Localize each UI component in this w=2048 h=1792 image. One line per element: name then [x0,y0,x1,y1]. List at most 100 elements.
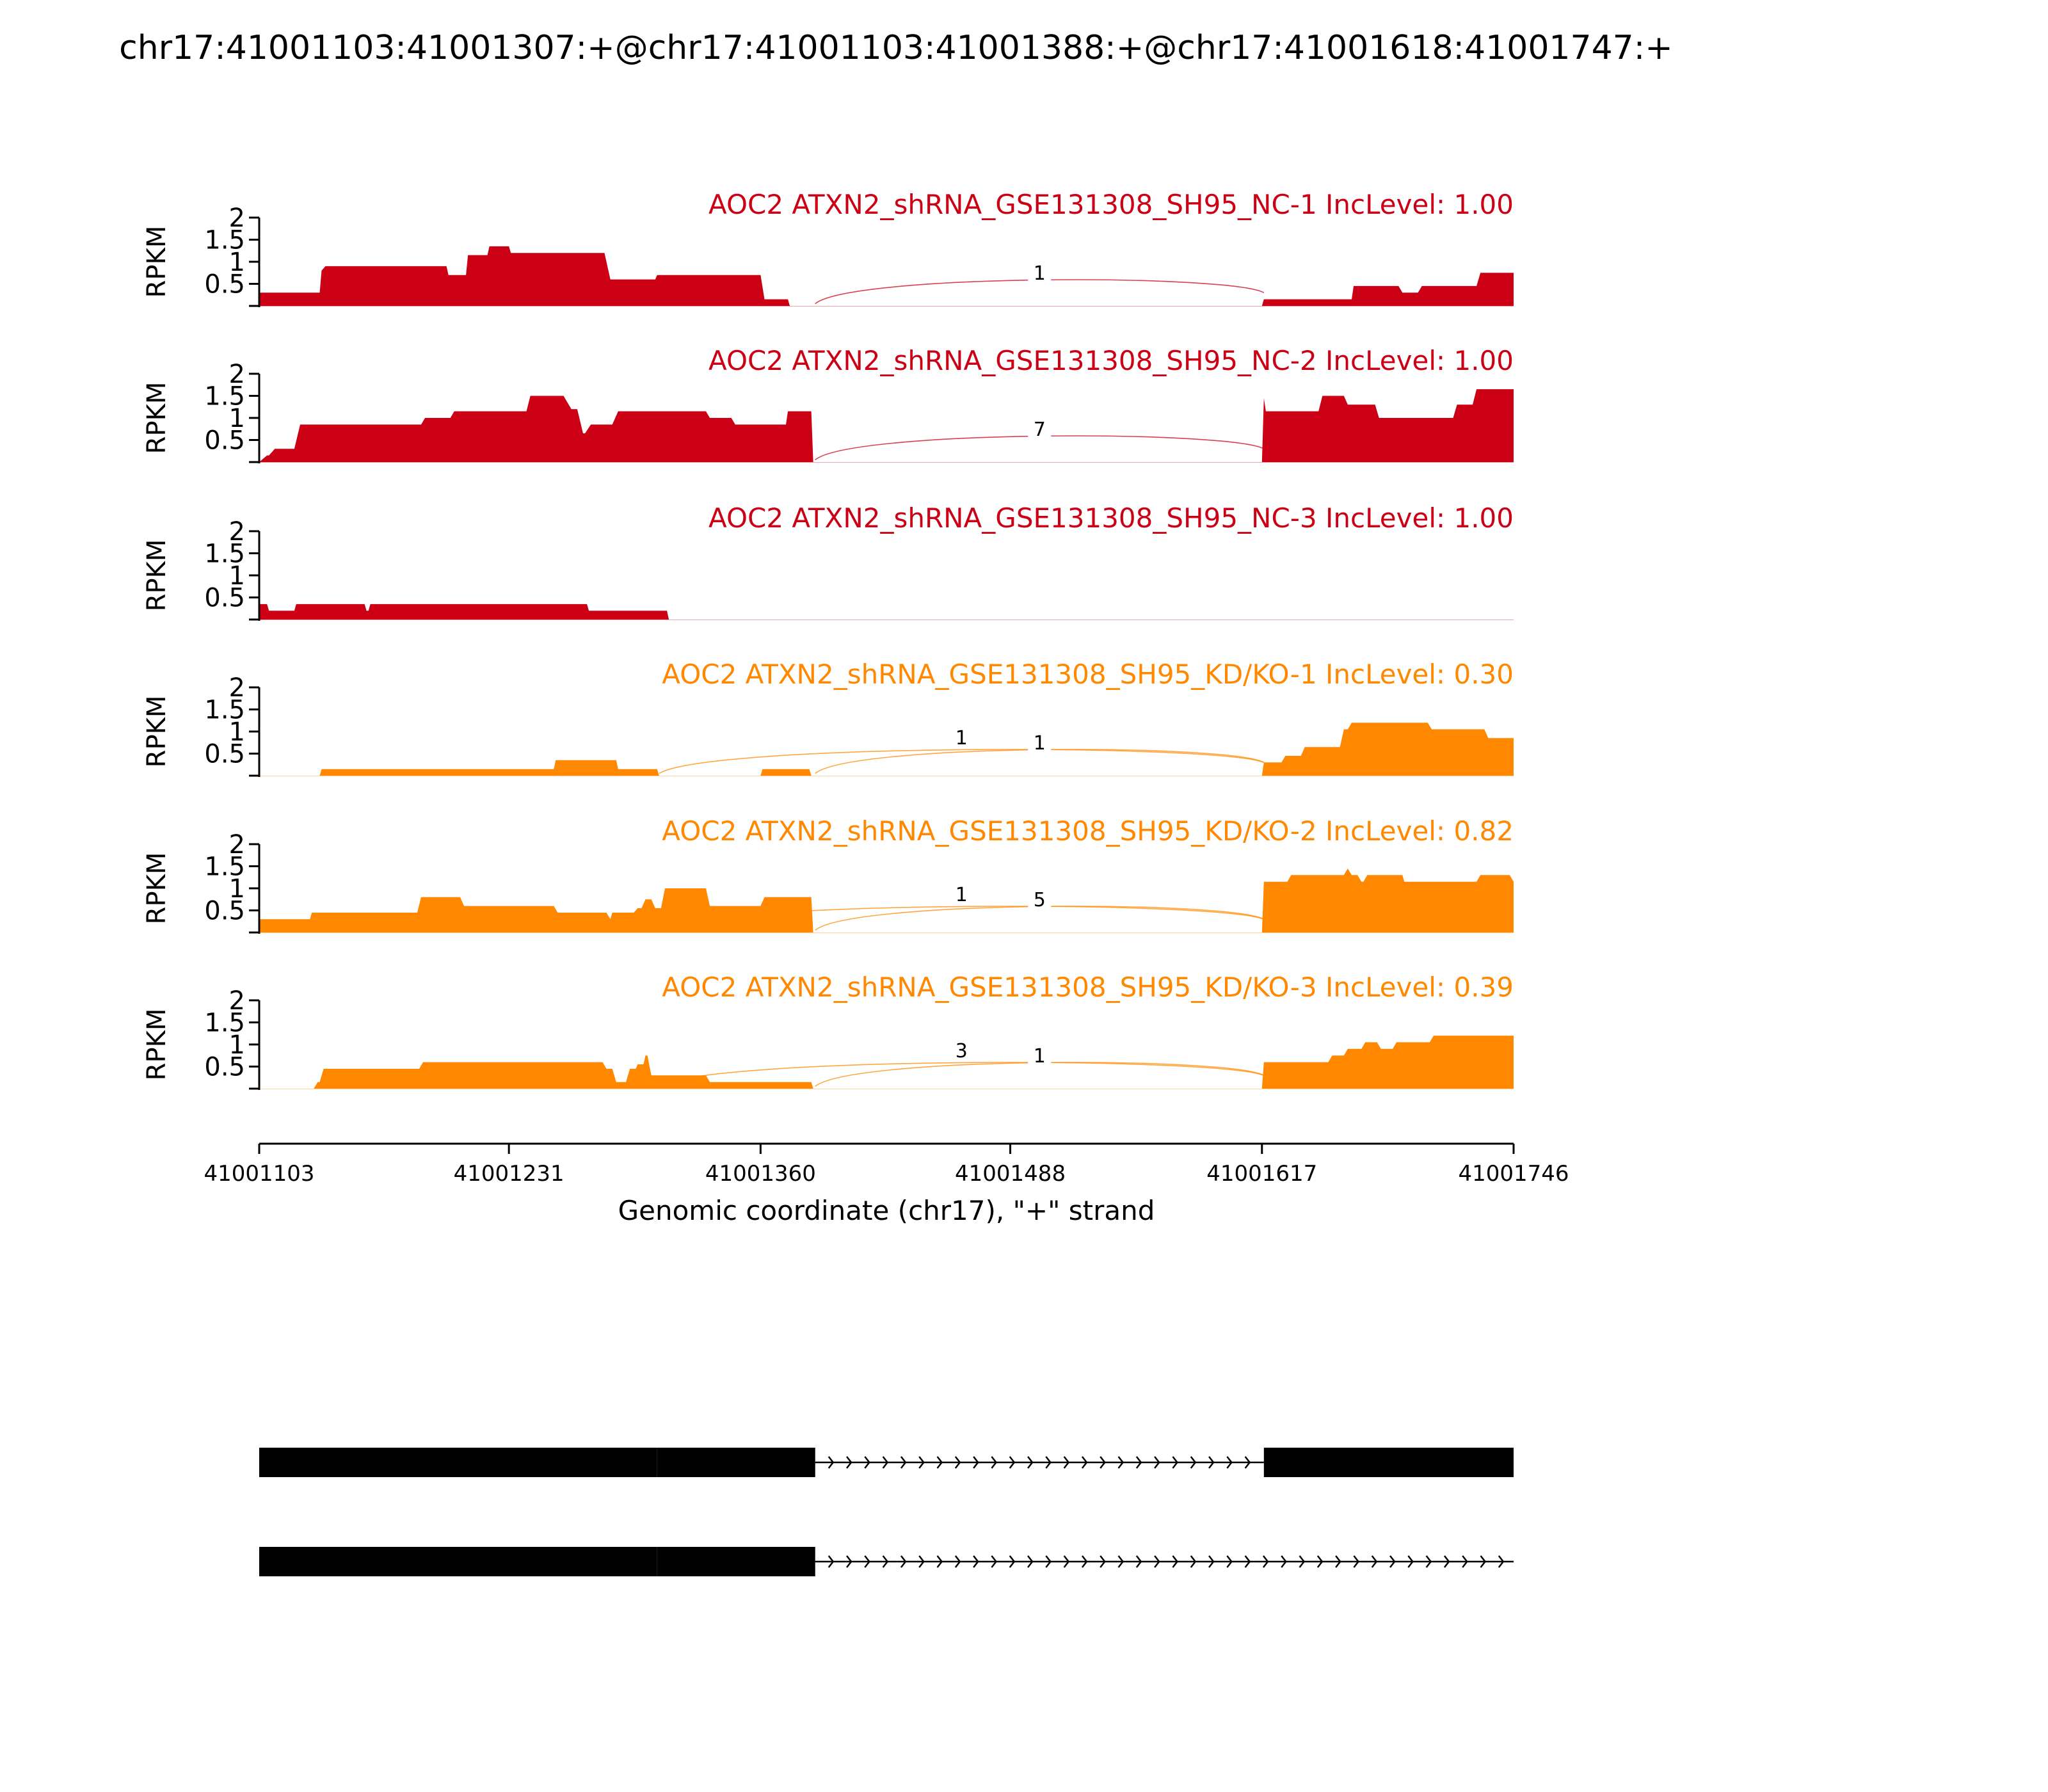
strand-arrow [954,1555,961,1568]
strand-arrow [1244,1555,1251,1568]
strand-arrow [936,1555,943,1568]
strand-arrow [1480,1555,1487,1568]
y-tick-label: 1 [229,874,245,904]
y-axis-label: RPKM [142,1009,172,1081]
strand-arrow [1081,1555,1088,1568]
y-tick-label: 1 [229,1030,245,1060]
y-tick-label: 1 [229,248,245,277]
exon-block [657,1448,815,1477]
y-tick-label: 1.5 [204,1009,245,1038]
strand-arrow [1154,1555,1160,1568]
strand-arrow [1353,1555,1360,1568]
junction-label-bg [1028,1047,1052,1067]
strand-arrow [882,1555,889,1568]
strand-arrow [1407,1555,1414,1568]
coverage-area [259,389,1514,462]
strand-arrow [1135,1555,1142,1568]
junction-count: 1 [1034,1045,1046,1068]
strand-arrow [1208,1555,1215,1568]
strand-arrow [1316,1555,1324,1568]
track-title: AOC2 ATXN2_shRNA_GSE131308_SH95_KD/KO-1 … [662,659,1514,690]
junction-label-bg [1028,734,1052,754]
genomic-x-axis: 41001103 41001231 41001360 41001488 41001617… [204,1142,1569,1187]
y-tick-label: 1.5 [204,226,245,255]
x-tick-label: 41001746 [1458,1161,1569,1187]
strand-arrow [882,1456,889,1469]
junction-label-bg [1028,264,1052,284]
junction-label-bg [950,886,973,906]
strand-arrow [1154,1456,1160,1469]
strand-arrow [918,1456,925,1469]
y-axis-label: RPKM [142,540,172,612]
y-tick-label: 0.5 [204,584,245,613]
track-title: AOC2 ATXN2_shRNA_GSE131308_SH95_NC-1 Inc… [708,189,1514,220]
strand-arrow [973,1555,979,1568]
strand-arrow [954,1456,961,1469]
strand-arrow [1172,1555,1179,1568]
y-tick-label: 2 [229,986,245,1016]
strand-arrow [1045,1555,1052,1568]
exon-block [259,1448,657,1477]
strand-arrow [1443,1555,1450,1568]
y-tick-label: 1 [229,561,245,591]
y-tick-label: 2 [229,360,245,389]
strand-arrow [846,1555,852,1568]
track-title: AOC2 ATXN2_shRNA_GSE131308_SH95_KD/KO-2 … [662,815,1514,847]
junction-arc [659,906,1265,931]
x-tick-label: 41001488 [955,1161,1066,1187]
y-tick-label: 1.5 [204,540,245,569]
junction-count: 5 [1034,889,1046,911]
junction-count: 7 [1034,419,1046,441]
y-tick-label: 0.5 [204,426,245,456]
junction-count: 1 [1034,262,1046,285]
coverage-area [259,1036,1514,1089]
isoform [259,1547,1514,1576]
strand-arrow [1100,1555,1106,1568]
strand-arrow [1389,1555,1396,1568]
exon-block [259,1547,657,1576]
strand-arrow [918,1555,925,1568]
junction-count: 1 [956,884,968,906]
strand-arrow [864,1456,870,1469]
junction-count: 1 [1034,732,1046,755]
exon-block [1263,1448,1514,1477]
y-tick-label: 2 [229,830,245,860]
junction-label-bg [950,729,973,749]
strand-arrow [1081,1456,1088,1469]
coverage-area [259,604,1514,620]
y-tick-label: 2 [229,673,245,703]
junction-label-bg [950,1042,973,1062]
x-tick-label: 41001360 [705,1161,816,1187]
y-tick-label: 2 [229,517,245,547]
strand-arrow [1462,1555,1468,1568]
y-tick-label: 2 [229,204,245,233]
y-tick-label: 0.5 [204,270,245,300]
strand-arrow [1425,1555,1432,1568]
strand-arrow [900,1456,907,1469]
strand-arrow [1299,1555,1306,1568]
junction-arc [659,749,1265,774]
track-title: AOC2 ATXN2_shRNA_GSE131308_SH95_NC-3 Inc… [708,502,1514,534]
strand-arrow [1498,1555,1505,1568]
y-tick-label: 0.5 [204,740,245,769]
coverage-area [259,246,1514,306]
strand-arrow [991,1555,998,1568]
strand-arrow [1371,1555,1378,1568]
strand-arrow [1117,1456,1124,1469]
strand-arrow [828,1555,835,1568]
y-tick-label: 1.5 [204,382,245,412]
y-tick-label: 0.5 [204,1053,245,1082]
strand-arrow [846,1456,852,1469]
junction-count: 1 [956,727,968,749]
strand-arrow [973,1456,979,1469]
strand-arrow [1335,1555,1341,1568]
strand-arrow [991,1456,998,1469]
track-title: AOC2 ATXN2_shRNA_GSE131308_SH95_NC-2 Inc… [708,345,1514,376]
strand-arrow [1190,1555,1197,1568]
x-tick-label: 41001231 [454,1161,564,1187]
strand-arrow [1027,1456,1034,1469]
strand-arrow [1063,1555,1070,1568]
